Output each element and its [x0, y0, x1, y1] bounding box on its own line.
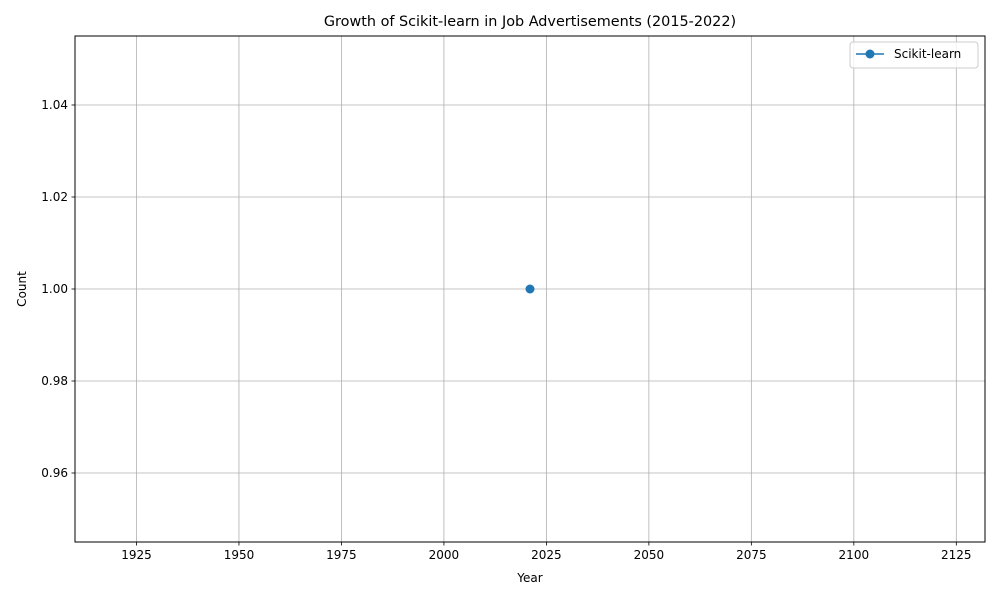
legend-box	[849, 41, 979, 69]
x-tick-label: 1975	[326, 548, 357, 562]
y-tick-label: 1.02	[41, 190, 68, 204]
series-layer	[525, 284, 535, 294]
x-axis-label: Year	[516, 571, 542, 585]
ticks: 1925 1950 1975 2000 2025 2050 2075 2100 2125 0.96…	[41, 98, 971, 562]
x-tick-label: 2125	[941, 548, 972, 562]
x-tick-label: 2025	[531, 548, 562, 562]
y-tick-label: 1.04	[41, 98, 68, 112]
x-tick-label: 2075	[736, 548, 767, 562]
y-tick-label: 0.96	[41, 466, 68, 480]
data-point	[525, 284, 535, 294]
y-tick-label: 0.98	[41, 374, 68, 388]
x-tick-label: 1950	[224, 548, 255, 562]
legend: Scikit-learn	[849, 41, 979, 69]
x-tick-label: 2100	[839, 548, 870, 562]
chart-title: Growth of Scikit-learn in Job Advertisem…	[324, 14, 736, 30]
legend-label: Scikit-learn	[894, 47, 961, 61]
legend-marker	[865, 49, 875, 59]
y-axis-label: Count	[15, 271, 29, 307]
gridlines	[75, 36, 985, 542]
x-tick-label: 2050	[634, 548, 665, 562]
x-tick-label: 2000	[429, 548, 460, 562]
y-tick-label: 1.00	[41, 282, 68, 296]
x-tick-label: 1925	[121, 548, 152, 562]
